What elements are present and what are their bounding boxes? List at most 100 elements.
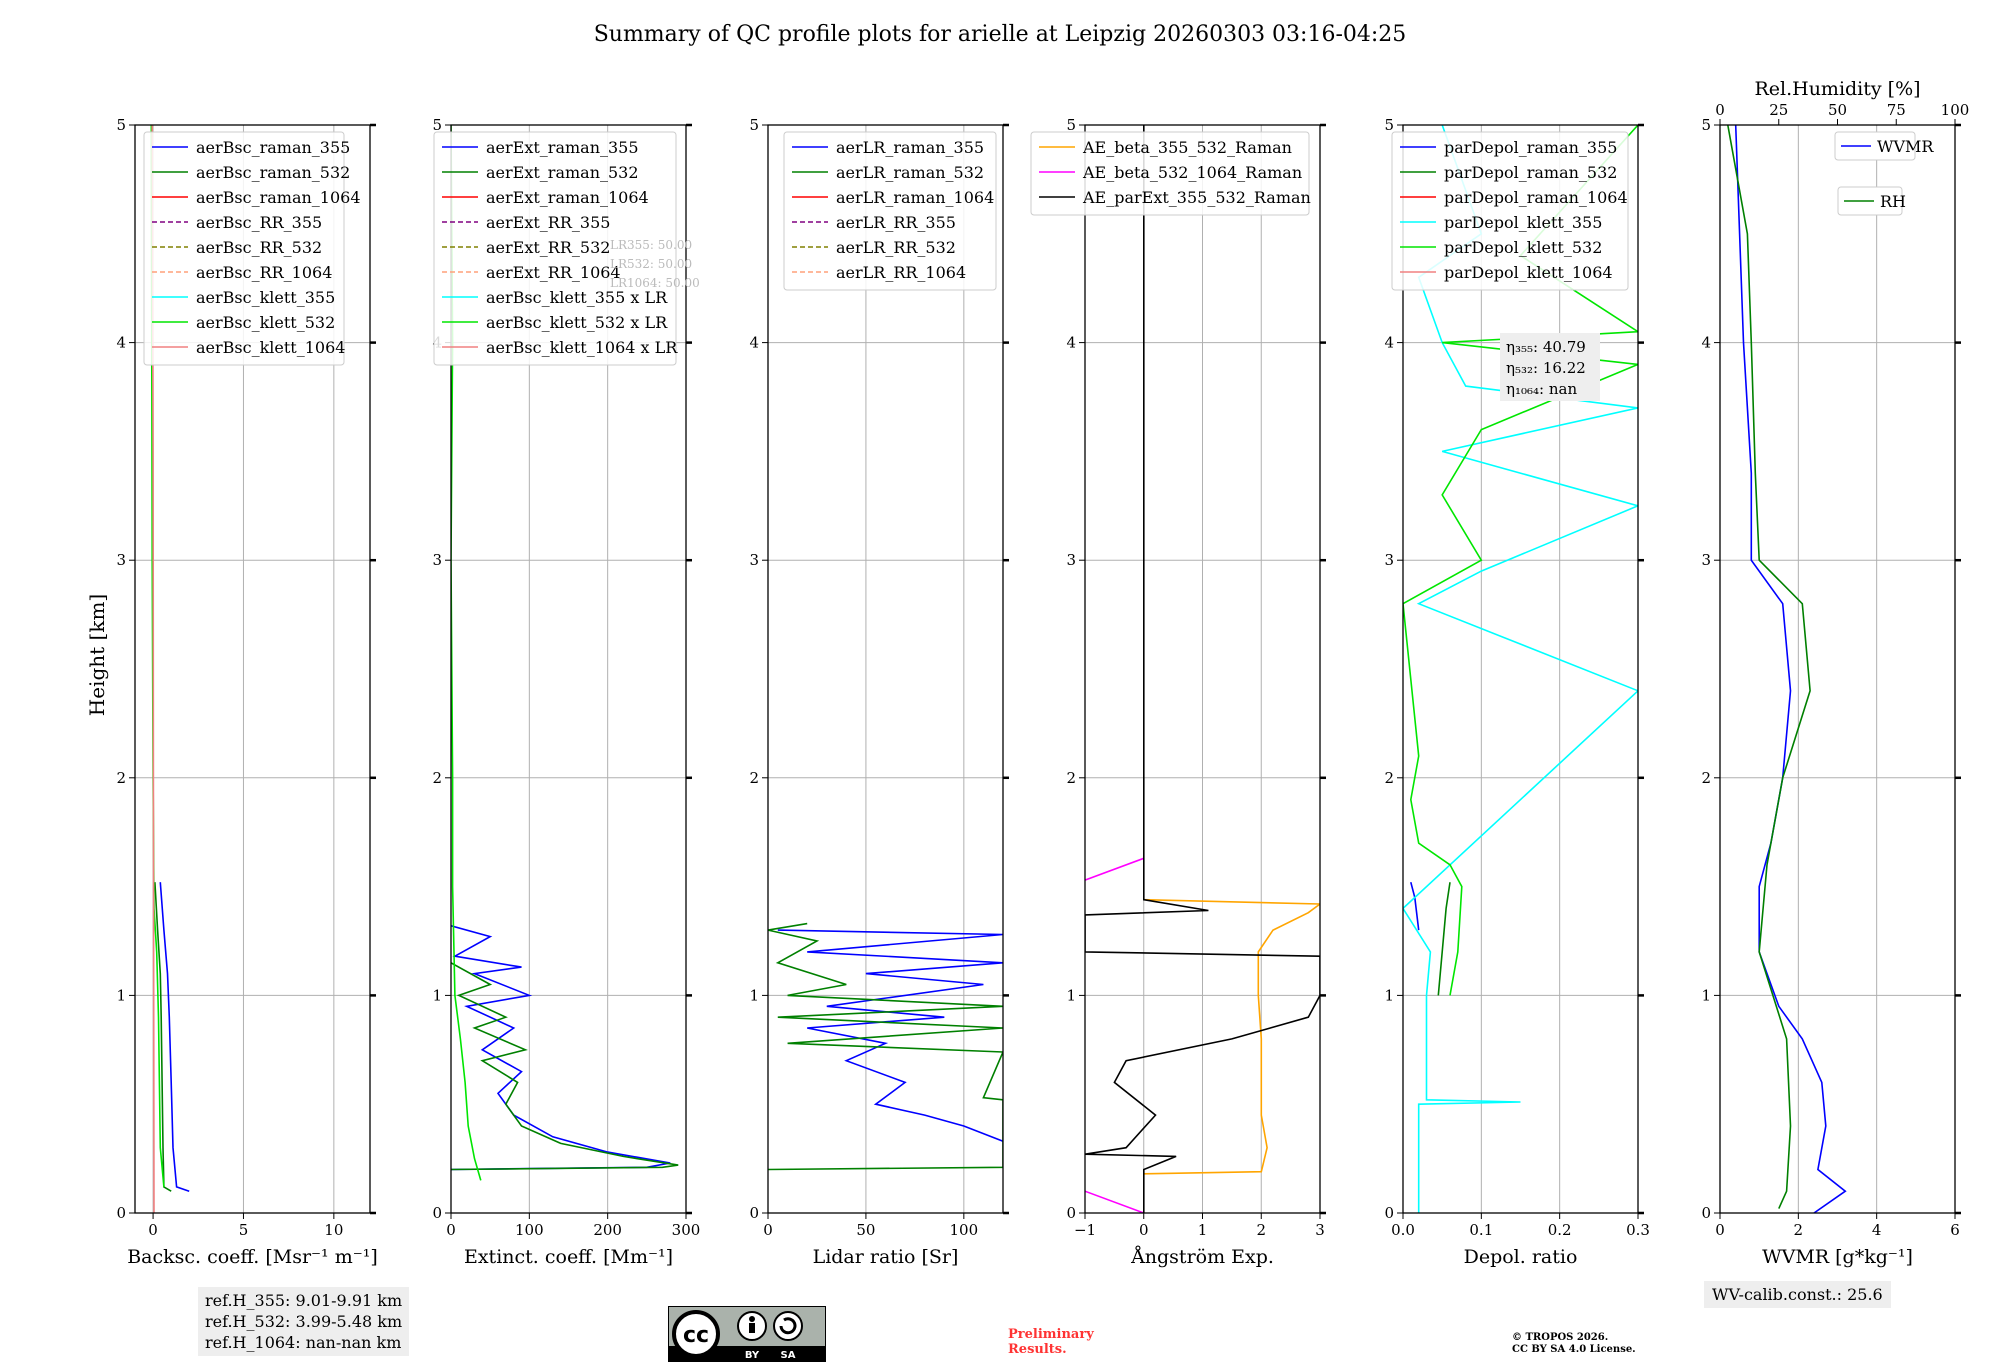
- y-tick-label: 4: [1384, 334, 1394, 352]
- x-tick-label: 3: [1315, 1221, 1325, 1239]
- y-tick-label: 1: [432, 986, 442, 1004]
- panel-frame: [134, 124, 371, 1214]
- legend-box: [143, 131, 345, 366]
- series-aerLR_raman_532: [768, 922, 1003, 1171]
- eta-value: η₃₅₅: 40.79: [1506, 338, 1586, 356]
- series-AE_beta_532_1064_Raman_upper: [1085, 857, 1145, 881]
- y-tick-label: 2: [1701, 769, 1711, 787]
- preliminary-results-note: Preliminary Results.: [1008, 1327, 1094, 1357]
- legend-label: aerBsc_raman_532: [196, 163, 350, 182]
- x-tick-label: 300: [672, 1221, 701, 1239]
- sa-label: SA: [781, 1350, 796, 1361]
- legend-label: parDepol_raman_1064: [1444, 188, 1628, 207]
- reference-heights-box: ref.H_355: 9.01-9.91 km ref.H_532: 3.99-…: [198, 1287, 410, 1356]
- y-tick-label: 1: [116, 986, 126, 1004]
- y-tick-label: 0: [1384, 1204, 1394, 1222]
- x-tick-label: 0.3: [1626, 1221, 1650, 1239]
- series-aerBsc_raman_355: [159, 882, 190, 1192]
- y-tick-label: 2: [432, 769, 442, 787]
- y-tick-label: 3: [1701, 551, 1711, 569]
- y-tick-label: 2: [749, 769, 759, 787]
- series-parDepol_klett_355: [1403, 125, 1638, 1213]
- series-parDepol_raman_532: [1437, 882, 1451, 996]
- legend-label: aerExt_RR_1064: [486, 263, 621, 282]
- legend-label: parDepol_raman_532: [1444, 163, 1617, 182]
- prelim-line-1: Preliminary: [1008, 1327, 1094, 1342]
- legend-box: [433, 131, 677, 366]
- panel-2: 0123450100200300Extinct. coeff. [Mm⁻¹]ae…: [432, 116, 700, 1268]
- x-tick-label: 100: [950, 1221, 979, 1239]
- legend-label: aerLR_raman_355: [836, 138, 984, 157]
- top-x-tick-label: 0: [1715, 101, 1725, 119]
- x-axis-label: WVMR [g*kg⁻¹]: [1762, 1246, 1913, 1268]
- series-AE_beta_532_1064_Raman: [1085, 1190, 1145, 1213]
- figure-title: Summary of QC profile plots for arielle …: [593, 22, 1407, 47]
- panel-frame: [450, 124, 687, 1214]
- ref-height-1064: ref.H_1064: nan-nan km: [205, 1333, 402, 1352]
- y-tick-label: 2: [116, 769, 126, 787]
- legend-label: aerExt_RR_532: [486, 238, 610, 257]
- legend-label: AE_beta_532_1064_Raman: [1082, 163, 1302, 182]
- legend-label: aerLR_RR_532: [836, 238, 956, 257]
- legend-label: parDepol_klett_1064: [1444, 263, 1613, 282]
- y-tick-label: 0: [432, 1204, 442, 1222]
- x-tick-label: 5: [239, 1221, 249, 1239]
- y-tick-label: 5: [116, 116, 126, 134]
- x-tick-label: 0: [446, 1221, 456, 1239]
- x-tick-label: 200: [593, 1221, 622, 1239]
- y-tick-label: 5: [1066, 116, 1076, 134]
- wv-calibration-box: WV-calib.const.: 25.6: [1704, 1281, 1891, 1308]
- series-AE_parExt_355_532_Raman: [1085, 125, 1320, 1213]
- panel-frame: [767, 124, 1004, 1214]
- x-tick-label: 2: [1256, 1221, 1266, 1239]
- y-tick-label: 3: [432, 551, 442, 569]
- legend-label: AE_beta_355_532_Raman: [1082, 138, 1292, 157]
- y-tick-label: 1: [1701, 986, 1711, 1004]
- x-tick-label: 1: [1198, 1221, 1208, 1239]
- series-WVMR: [1734, 125, 1847, 1213]
- legend-label: aerBsc_klett_532 x LR: [486, 313, 668, 332]
- y-tick-label: 3: [749, 551, 759, 569]
- eta-value: η₁₀₆₄: nan: [1506, 380, 1577, 398]
- y-tick-label: 0: [116, 1204, 126, 1222]
- x-axis-label: Ångström Exp.: [1130, 1246, 1274, 1268]
- x-axis-label: Extinct. coeff. [Mm⁻¹]: [464, 1246, 673, 1268]
- legend-box: [783, 131, 997, 291]
- y-tick-label: 5: [1701, 116, 1711, 134]
- x-tick-label: 10: [324, 1221, 343, 1239]
- legend-box: [1391, 131, 1629, 291]
- legend-label: parDepol_klett_355: [1444, 213, 1602, 232]
- legend-label: aerExt_raman_532: [486, 163, 639, 182]
- top-x-tick-label: 25: [1769, 101, 1788, 119]
- prelim-line-2: Results.: [1008, 1342, 1067, 1357]
- series-AE_beta_355_532_Raman: [1143, 898, 1320, 1175]
- x-tick-label: 2: [1794, 1221, 1804, 1239]
- legend-label: aerLR_raman_532: [836, 163, 984, 182]
- copyright-line-2: CC BY SA 4.0 License.: [1512, 1344, 1636, 1355]
- top-x-tick-label: 75: [1887, 101, 1906, 119]
- series-aerExt_raman_355: [451, 925, 671, 1171]
- legend-label: aerExt_raman_1064: [486, 188, 649, 207]
- legend-label: aerBsc_klett_355 x LR: [486, 288, 668, 307]
- x-tick-label: 0.2: [1548, 1221, 1572, 1239]
- eta-value: η₅₃₂: 16.22: [1506, 359, 1586, 377]
- y-tick-label: 0: [1701, 1204, 1711, 1222]
- top-x-tick-label: 100: [1941, 101, 1970, 119]
- legend-label: AE_parExt_355_532_Raman: [1082, 188, 1311, 207]
- lr-annotation: LR1064: 50.00: [610, 276, 700, 290]
- x-tick-label: 0: [1715, 1221, 1725, 1239]
- series-RH: [1727, 125, 1811, 1209]
- x-tick-label: 0.1: [1469, 1221, 1493, 1239]
- legend-label: aerExt_RR_355: [486, 213, 610, 232]
- y-tick-label: 5: [432, 116, 442, 134]
- y-tick-label: 3: [1066, 551, 1076, 569]
- legend-box: [1030, 131, 1310, 216]
- y-tick-label: 2: [1066, 769, 1076, 787]
- legend-label: aerBsc_raman_1064: [196, 188, 361, 207]
- y-tick-label: 5: [749, 116, 759, 134]
- cc-logo-text: cc: [683, 1323, 709, 1348]
- y-tick-label: 4: [749, 334, 759, 352]
- legend-label: WVMR: [1877, 137, 1934, 156]
